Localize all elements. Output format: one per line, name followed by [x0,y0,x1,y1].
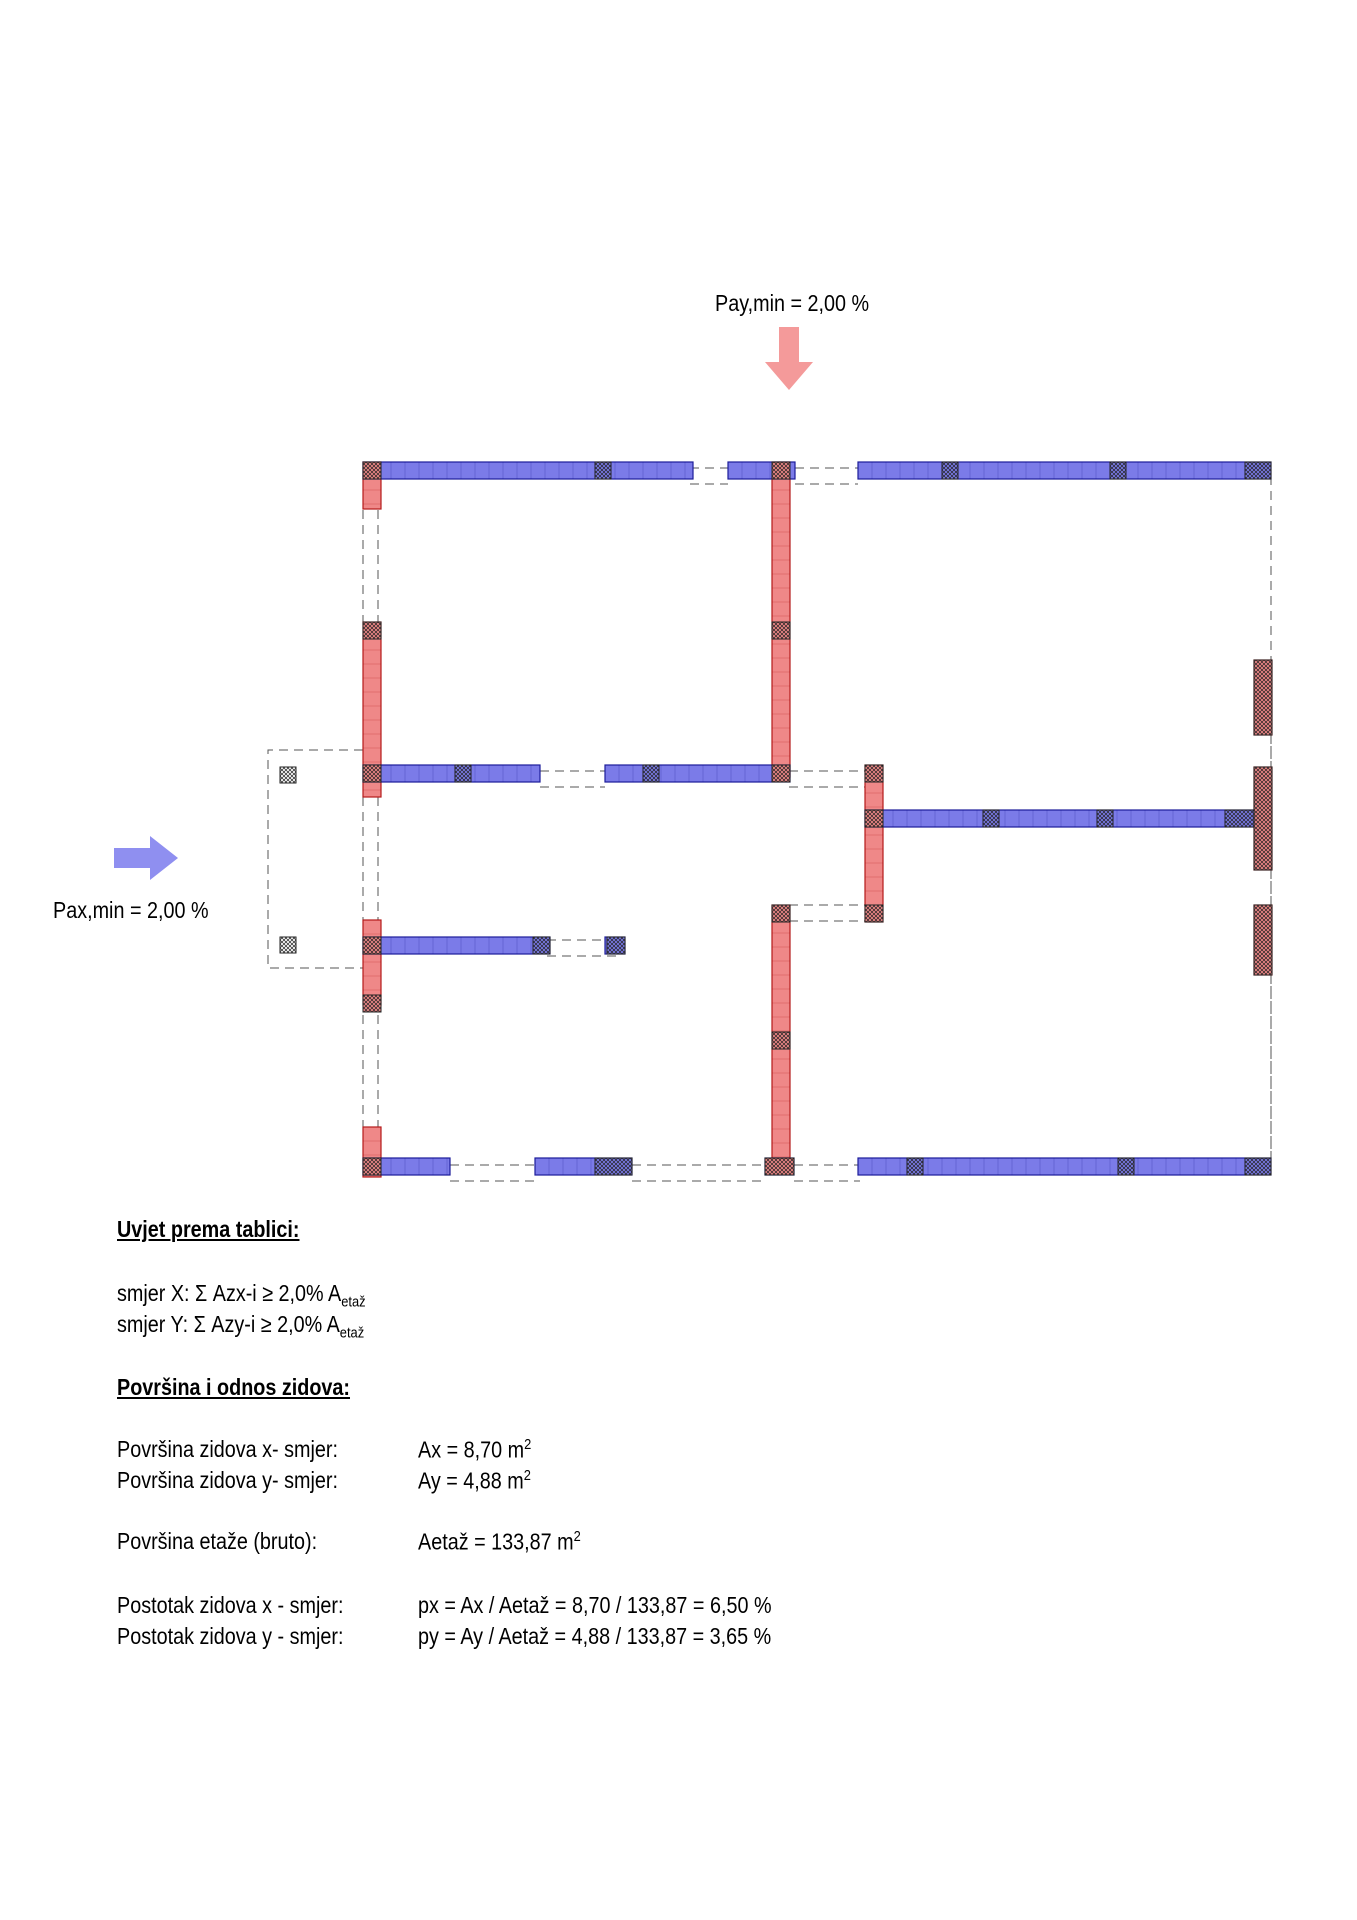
column-hatch [765,1158,794,1175]
condition-x-sub: etaž [341,1293,366,1311]
columns [279,461,1273,1176]
column-hatch [595,462,611,479]
y-wall [362,919,382,1006]
column-hatch [363,462,381,479]
column-hatch [772,462,790,479]
walls [362,461,1273,1178]
area-row-value: Ax = 8,70 m2 [418,1436,531,1464]
area-row-value: px = Ax / Aetaž = 8,70 / 133,87 = 6,50 % [418,1592,772,1618]
area-row-label: Površina zidova x- smjer: [117,1436,338,1462]
area-value-text: Ay = 4,88 m [418,1467,524,1494]
area-row-label: Postotak zidova x - smjer: [117,1592,344,1618]
column-hatch [772,622,790,639]
condition-y-text: smjer Y: Σ Azy-i ≥ 2,0% A [117,1311,340,1337]
column-hatch [363,995,381,1012]
x-wall [362,764,541,783]
column-hatch [1118,1158,1134,1175]
column-hatch [865,905,883,922]
column-hatch [865,810,883,827]
column-hatch [772,905,790,922]
column-hatch [363,765,381,782]
area-row-value: Ay = 4,88 m2 [418,1467,531,1495]
area-value-text: Aetaž = 133,87 m [418,1528,574,1555]
condition-x: smjer X: Σ Azx-i ≥ 2,0% Aetaž [117,1280,366,1311]
column-hatch [942,462,958,479]
area-value-sup: 2 [523,1467,531,1484]
column-hatch [363,937,381,954]
condition-heading: Uvjet prema tablici: [117,1216,300,1242]
pay-min-label: Pay,min = 2,00 % [715,290,870,316]
area-row-label: Postotak zidova y - smjer: [117,1623,344,1649]
y-wall [864,764,884,923]
area-row-label: Površina etaže (bruto): [117,1528,318,1554]
x-wall [362,461,694,480]
column-hatch [607,937,625,954]
x-wall [857,461,1272,480]
condition-x-text: smjer X: Σ Azx-i ≥ 2,0% A [117,1280,342,1306]
column-hatch [1225,810,1254,827]
x-wall [864,809,1272,828]
column-hatch [533,937,550,954]
openings [267,467,1272,1182]
column-hatch [643,765,659,782]
column-hatch [595,1158,632,1175]
area-value-sup: 2 [573,1528,581,1545]
column-hatch [1254,905,1272,975]
area-row-value: Aetaž = 133,87 m2 [418,1528,581,1556]
area-value-sup: 2 [524,1436,532,1453]
column-hatch [280,937,296,953]
condition-y-sub: etaž [339,1324,365,1342]
areas-heading: Površina i odnos zidova: [117,1374,351,1400]
column-hatch [455,765,471,782]
column-hatch [1254,767,1272,870]
column-hatch [772,765,790,782]
area-row-value: py = Ay / Aetaž = 4,88 / 133,87 = 3,65 % [418,1623,772,1649]
column-hatch [1245,462,1271,479]
x-wall [604,764,791,783]
column-hatch [1254,660,1272,735]
column-hatch [1110,462,1126,479]
column-hatch [363,622,381,639]
y-wall [771,461,791,778]
column-hatch [280,767,296,783]
column-hatch [772,1032,790,1049]
area-row-label: Površina zidova y- smjer: [117,1467,338,1493]
area-value-text: Ax = 8,70 m [418,1436,525,1463]
pax-min-label: Pax,min = 2,00 % [53,897,209,923]
column-hatch [907,1158,923,1175]
arrow-right-icon [114,836,178,880]
column-hatch [363,1158,381,1175]
condition-y: smjer Y: Σ Azy-i ≥ 2,0% Aetaž [117,1311,364,1342]
column-hatch [983,810,999,827]
annex-outline [267,749,363,969]
arrow-down-icon [765,327,813,390]
column-hatch [1097,810,1113,827]
column-hatch [1245,1158,1271,1175]
column-hatch [865,765,883,782]
